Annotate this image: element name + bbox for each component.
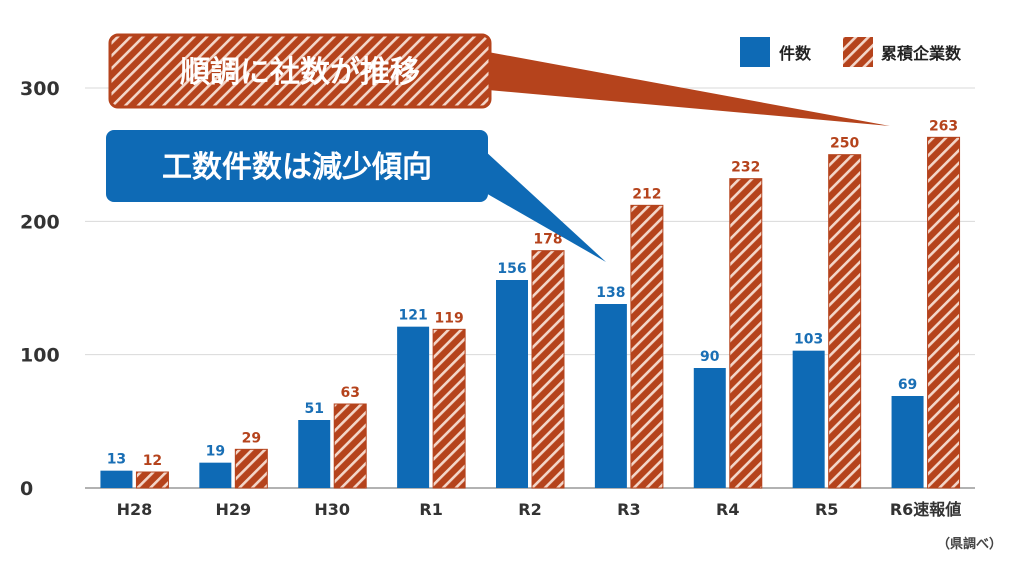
data-label-count: 156 <box>497 261 526 277</box>
data-label-cumulative: 232 <box>731 160 760 176</box>
data-label-count: 103 <box>794 332 823 348</box>
bar-count <box>199 462 232 488</box>
legend: 件数 累積企業数 <box>740 37 962 67</box>
bar-cumulative <box>927 136 961 489</box>
category-label: R1 <box>419 500 442 519</box>
bar-count <box>891 396 924 488</box>
category-labels: H28 H29 H30 R1 R2 R3 R4 R5 R6速報値 <box>117 500 962 519</box>
bar-cumulative <box>432 328 466 489</box>
bar-cumulative <box>729 178 763 489</box>
bar-count <box>397 326 430 488</box>
data-label-count: 138 <box>596 285 625 301</box>
bar-count <box>298 420 331 488</box>
category-label: R3 <box>617 500 640 519</box>
bar-cumulative <box>234 448 268 489</box>
data-label-count: 19 <box>206 444 225 460</box>
category-label: H29 <box>216 500 252 519</box>
data-label-cumulative: 29 <box>242 430 261 446</box>
data-label-count: 90 <box>700 349 720 365</box>
data-labels: 13 12 19 29 51 63 121 119 156 178 138 212 90 232 103 25… <box>107 118 958 469</box>
bar-cumulative <box>135 471 169 489</box>
bar-cumulative <box>333 403 367 489</box>
data-label-cumulative: 263 <box>929 118 958 134</box>
bar-count <box>693 368 726 488</box>
bars <box>100 136 961 489</box>
data-label-cumulative: 212 <box>632 186 661 202</box>
y-tick-label: 0 <box>20 478 33 500</box>
data-label-cumulative: 63 <box>340 385 359 401</box>
callout-red-pointer <box>488 52 890 126</box>
callout-red-box <box>108 33 492 109</box>
bar-cumulative <box>531 250 565 489</box>
y-axis-ticks: 0 100 200 300 <box>20 78 60 500</box>
legend-label-count: 件数 <box>779 44 812 63</box>
bar-cumulative <box>828 154 862 489</box>
data-label-count: 69 <box>898 377 917 393</box>
callout-blue-box <box>106 130 488 202</box>
category-label: R5 <box>815 500 838 519</box>
category-label: R6速報値 <box>890 500 961 519</box>
legend-label-cumulative: 累積企業数 <box>881 44 962 63</box>
data-label-cumulative: 250 <box>830 136 859 152</box>
legend-swatch-cumulative <box>843 37 873 67</box>
callout-blue-text: 工数件数は減少傾向 <box>162 150 432 185</box>
y-tick-label: 300 <box>20 78 60 100</box>
category-label: H30 <box>314 500 350 519</box>
data-label-count: 13 <box>107 452 126 468</box>
data-label-count: 51 <box>304 401 323 417</box>
bar-cumulative <box>630 204 664 489</box>
y-tick-label: 200 <box>20 211 60 233</box>
category-label: H28 <box>117 500 153 519</box>
legend-swatch-count <box>740 37 770 67</box>
source-note: （県調べ） <box>937 536 1002 552</box>
callout-blue-pointer <box>484 150 606 262</box>
category-label: R2 <box>518 500 541 519</box>
bar-count <box>100 470 133 488</box>
data-label-cumulative: 12 <box>143 453 162 469</box>
bar-count <box>594 304 627 488</box>
callout-blue: 工数件数は減少傾向 <box>106 130 606 262</box>
data-label-cumulative: 119 <box>434 310 463 326</box>
callout-red: 順調に社数が推移 <box>108 33 890 126</box>
data-label-cumulative: 178 <box>533 232 562 248</box>
bar-count <box>496 280 528 488</box>
category-label: R4 <box>716 500 739 519</box>
y-tick-label: 100 <box>20 345 60 367</box>
callout-red-text: 順調に社数が推移 <box>180 55 420 90</box>
bar-count <box>792 350 825 488</box>
data-label-count: 121 <box>398 308 427 324</box>
